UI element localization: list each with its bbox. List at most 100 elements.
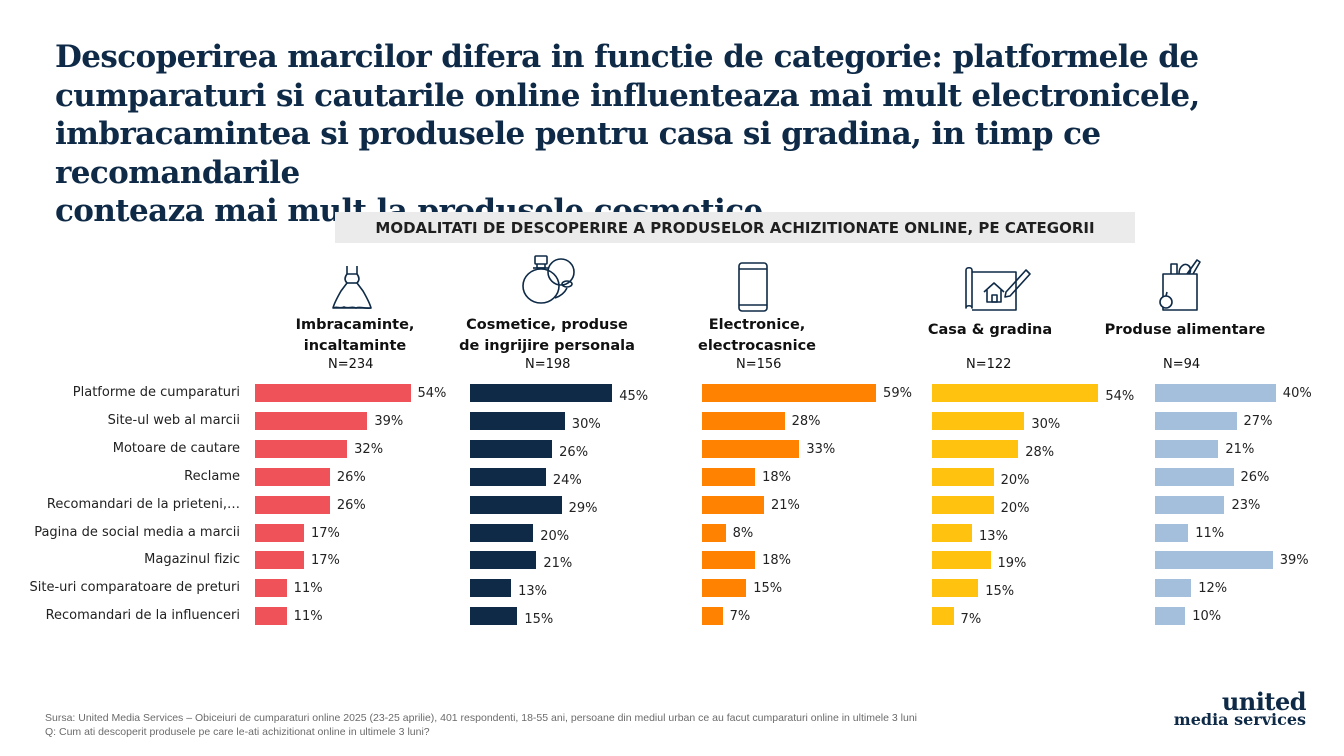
value-label-cosmetics: 21%: [543, 556, 573, 572]
bar-clothing: [255, 551, 304, 570]
logo-line-1: united: [1221, 687, 1307, 716]
bar-electronics: [702, 467, 756, 486]
value-label-cosmetics: 30%: [571, 416, 601, 432]
bar-cosmetics: [470, 523, 534, 542]
value-label-home-garden: 13%: [979, 528, 1008, 544]
value-label-electronics: 21%: [770, 497, 800, 513]
value-label-cosmetics: 29%: [568, 500, 598, 516]
bar-home-garden: [932, 495, 994, 514]
page-title: Descoperirea marcilor difera in functie …: [55, 39, 1200, 229]
bar-clothing: [255, 523, 304, 542]
bar-electronics: [702, 439, 800, 458]
bar-home-garden: [932, 384, 1099, 402]
bar-food: [1155, 607, 1186, 626]
dress-icon: [332, 266, 372, 310]
bar-electronics: [702, 551, 756, 570]
value-label-electronics: 8%: [732, 525, 754, 541]
sample-size-cosmetics: N=198: [525, 357, 571, 372]
value-label-cosmetics: 13%: [518, 584, 547, 600]
row-label: Platforme de cumparaturi: [72, 385, 240, 400]
value-label-cosmetics: 20%: [540, 528, 570, 544]
value-label-clothing: 39%: [374, 413, 404, 429]
bar-electronics: [702, 607, 723, 626]
bar-home-garden: [932, 579, 979, 598]
bar-cosmetics: [470, 467, 546, 486]
row-label: Site-ul web al marcii: [107, 412, 240, 428]
value-label-cosmetics: 45%: [619, 389, 649, 404]
category-title-home-garden: Casa & gradina: [927, 322, 1053, 338]
sample-size-electronics: N=156: [736, 357, 782, 372]
bar-food: [1155, 551, 1273, 570]
bar-electronics: [702, 384, 877, 402]
value-label-clothing: 11%: [293, 581, 323, 597]
value-label-home-garden: 20%: [1000, 500, 1030, 516]
value-label-food: 27%: [1243, 413, 1273, 429]
value-label-home-garden: 28%: [1025, 444, 1055, 460]
value-label-home-garden: 54%: [1105, 389, 1135, 404]
bar-clothing: [255, 495, 330, 514]
value-label-clothing: 26%: [336, 497, 366, 513]
category-title-food: Produse alimentare: [1104, 322, 1266, 338]
chart-subtitle: MODALITATI DE DESCOPERIRE A PRODUSELOR A…: [375, 218, 1095, 237]
chart-subtitle-box: MODALITATI DE DESCOPERIRE A PRODUSELOR A…: [335, 212, 1135, 243]
row-label: Pagina de social media a marcii: [34, 524, 240, 540]
logo-line-2: media services: [1173, 710, 1306, 729]
bar-cosmetics: [470, 411, 565, 430]
bar-home-garden: [932, 551, 991, 570]
bar-electronics: [702, 579, 747, 598]
value-label-cosmetics: 26%: [559, 444, 589, 460]
row-label: Motoare de cautare: [112, 440, 240, 456]
question-note: Q: Cum ati descoperit produsele pe care …: [45, 726, 430, 738]
value-label-electronics: 7%: [729, 609, 751, 625]
row-label: Site-uri comparatoare de preturi: [29, 580, 240, 596]
value-label-food: 21%: [1225, 441, 1255, 457]
bar-cosmetics: [470, 439, 553, 458]
bar-cosmetics: [470, 607, 518, 626]
bar-clothing: [255, 607, 287, 626]
value-label-food: 11%: [1195, 525, 1225, 541]
value-label-home-garden: 7%: [960, 612, 982, 628]
value-label-food: 10%: [1192, 609, 1222, 625]
value-label-food: 26%: [1240, 469, 1270, 485]
sample-size-clothing: N=234: [328, 357, 374, 372]
bar-home-garden: [932, 439, 1019, 458]
bar-home-garden: [932, 411, 1025, 430]
bar-clothing: [255, 439, 348, 458]
bar-electronics: [702, 523, 726, 542]
value-label-clothing: 17%: [310, 553, 340, 569]
row-label: Magazinul fizic: [144, 552, 240, 568]
category-title-electronics: Electronice, electrocasnice: [697, 317, 816, 354]
bar-food: [1155, 384, 1276, 402]
value-label-food: 12%: [1198, 581, 1228, 597]
value-label-electronics: 28%: [791, 413, 821, 429]
value-label-electronics: 18%: [762, 553, 791, 569]
value-label-home-garden: 19%: [997, 556, 1027, 572]
bar-electronics: [702, 411, 785, 430]
bar-food: [1155, 579, 1192, 598]
row-label: Recomandari de la influenceri: [45, 608, 240, 624]
bar-cosmetics: [470, 384, 613, 402]
value-label-cosmetics: 15%: [524, 612, 554, 628]
bar-clothing: [255, 579, 287, 598]
value-label-clothing: 54%: [417, 386, 447, 401]
row-label: Recomandari de la prieteni,…: [46, 496, 240, 512]
value-label-electronics: 33%: [806, 441, 836, 457]
value-label-home-garden: 30%: [1031, 416, 1061, 432]
bar-food: [1155, 411, 1237, 430]
bar-clothing: [255, 411, 368, 430]
sample-size-food: N=94: [1163, 357, 1201, 372]
value-label-food: 23%: [1231, 497, 1261, 513]
bar-food: [1155, 523, 1189, 542]
value-label-food: 40%: [1282, 386, 1312, 401]
bar-home-garden: [932, 523, 973, 542]
value-label-clothing: 11%: [293, 609, 323, 625]
value-label-home-garden: 15%: [985, 584, 1015, 600]
value-label-electronics: 18%: [762, 469, 791, 485]
bar-food: [1155, 439, 1219, 458]
category-title-cosmetics: Cosmetice, produse de ingrijire personal…: [459, 317, 635, 354]
value-label-food: 39%: [1279, 553, 1309, 569]
value-label-electronics: 15%: [753, 581, 783, 597]
grocery-bag-icon: [1159, 259, 1201, 311]
smartphone-icon: [738, 262, 768, 312]
bar-home-garden: [932, 607, 954, 626]
